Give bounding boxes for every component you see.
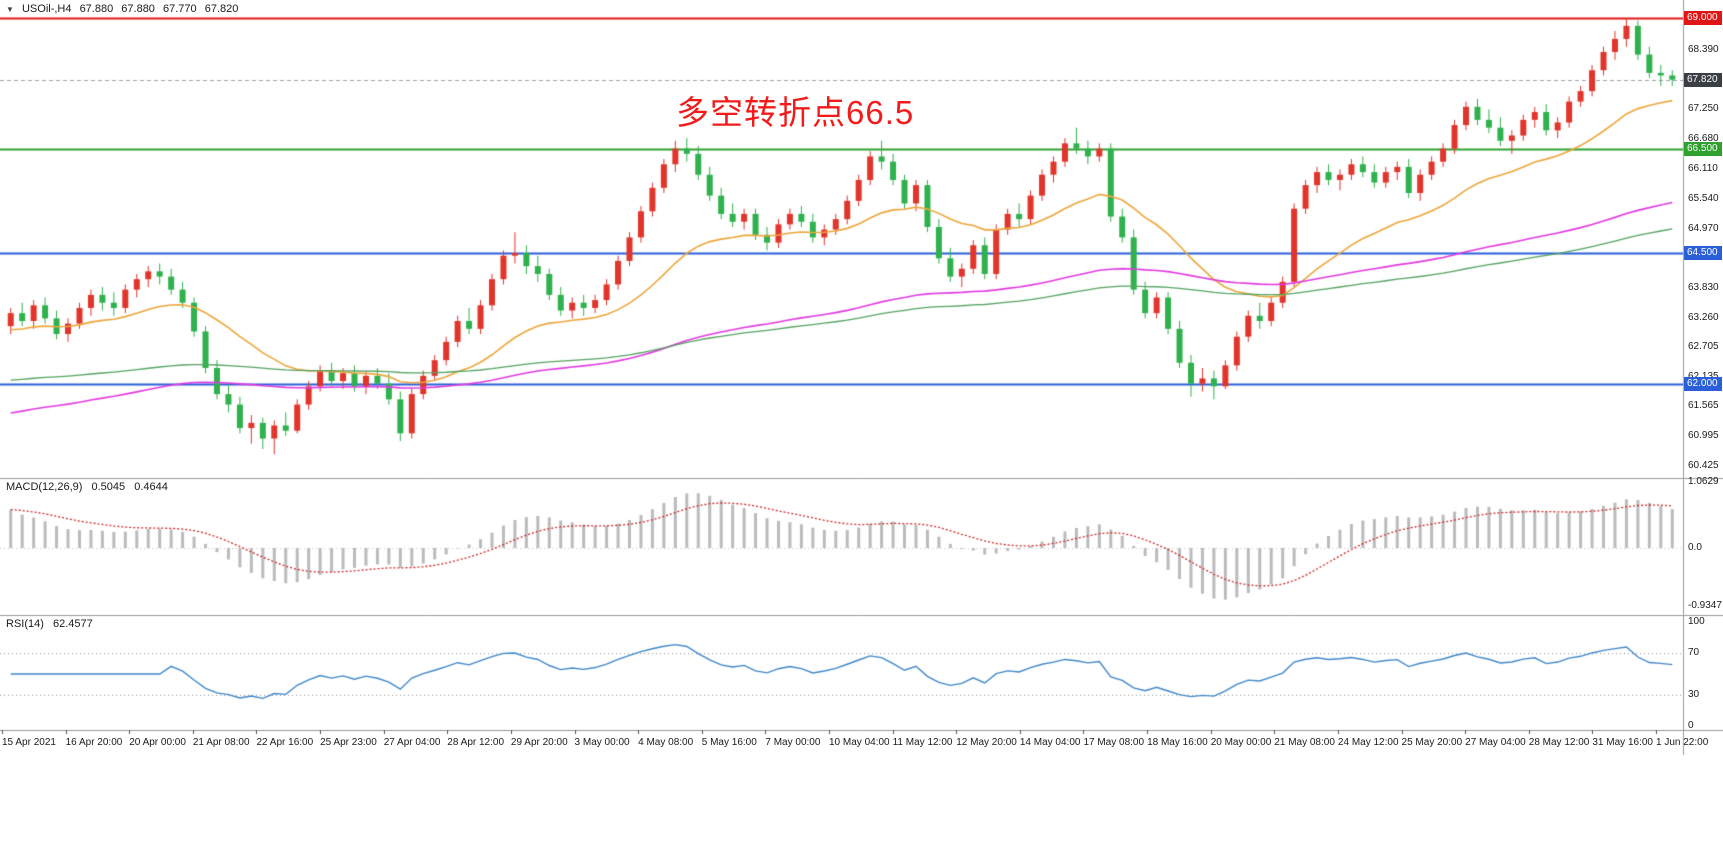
- time-axis-label: 11 May 12:00: [892, 737, 953, 748]
- time-axis-label: 5 May 16:00: [701, 737, 757, 748]
- rsi-axis-label: 0: [1688, 720, 1694, 731]
- time-axis-label: 3 May 00:00: [574, 737, 630, 748]
- time-axis-label: 25 Apr 23:00: [320, 737, 377, 748]
- rsi-value: 62.4577: [52, 618, 93, 630]
- ohlc-low: 67.770: [163, 3, 197, 15]
- time-axis-label: 14 May 04:00: [1019, 737, 1081, 748]
- time-axis-label: 16 Apr 20:00: [65, 737, 123, 748]
- time-axis-label: 28 May 12:00: [1528, 737, 1590, 748]
- time-axis-label: 17 May 08:00: [1083, 737, 1145, 748]
- time-axis-label: 1 Jun 22:00: [1656, 737, 1709, 748]
- rsi-axis-label: 30: [1688, 688, 1700, 700]
- time-axis-label: 31 May 16:00: [1592, 737, 1653, 748]
- time-axis-label: 20 May 00:00: [1210, 737, 1272, 748]
- time-axis-label: 27 Apr 04:00: [383, 737, 441, 748]
- rsi-axis-label: 70: [1688, 647, 1700, 659]
- rsi-axis-label: 100: [1688, 616, 1705, 627]
- price-axis-label: 65.540: [1688, 192, 1719, 204]
- time-axis-label: 10 May 04:00: [829, 737, 890, 748]
- price-axis-label: 68.390: [1688, 43, 1719, 55]
- time-axis-label: 21 Apr 08:00: [192, 737, 250, 748]
- time-axis-label: 4 May 08:00: [638, 737, 694, 748]
- macd-axis-label: 0.0: [1688, 542, 1702, 553]
- chart-header: ▼ USOil-,H4 67.880 67.880 67.770 67.820: [6, 3, 243, 15]
- time-axis-label: 22 Apr 16:00: [256, 737, 314, 748]
- time-axis-label: 18 May 16:00: [1147, 737, 1208, 748]
- price-tag-62.000: 62.000: [1684, 376, 1722, 391]
- ohlc-close: 67.820: [204, 3, 239, 15]
- price-axis-label: 66.680: [1688, 133, 1719, 145]
- time-axis-label: 7 May 00:00: [765, 737, 821, 748]
- price-axis-label: 63.260: [1688, 311, 1719, 323]
- price-tag-64.500: 64.500: [1684, 246, 1722, 261]
- annotation-text: 多空转折点66.5: [676, 94, 915, 131]
- time-axis-label: 24 May 12:00: [1337, 737, 1399, 748]
- time-axis-label: 28 Apr 12:00: [447, 737, 505, 748]
- price-tag-66.500: 66.500: [1684, 141, 1722, 156]
- macd-name: MACD(12,26,9): [6, 481, 83, 493]
- macd-main-value: 0.5045: [91, 481, 126, 493]
- ohlc-open: 67.880: [79, 3, 114, 15]
- price-axis-label: 66.110: [1688, 162, 1718, 174]
- price-tag-67.820: 67.820: [1684, 72, 1722, 87]
- macd-axis-label: -0.9347: [1688, 599, 1722, 611]
- time-axis-label: 21 May 08:00: [1274, 737, 1335, 748]
- price-axis-label: 60.995: [1688, 430, 1719, 442]
- time-axis-label: 20 Apr 00:00: [129, 737, 186, 748]
- macd-indicator-label: MACD(12,26,9) 0.5045 0.4644: [6, 481, 174, 493]
- time-axis-label: 29 Apr 20:00: [510, 737, 568, 748]
- symbol-timeframe-label: USOil-,H4: [21, 3, 72, 15]
- price-axis-label: 63.830: [1688, 282, 1719, 294]
- price-axis-label: 62.705: [1688, 340, 1719, 352]
- rsi-indicator-label: RSI(14) 62.4577: [6, 618, 99, 630]
- time-axis-label: 15 Apr 2021: [2, 737, 56, 748]
- collapse-triangle-icon[interactable]: ▼: [6, 5, 14, 14]
- price-axis-label: 67.250: [1688, 103, 1719, 115]
- time-axis-label: 25 May 20:00: [1401, 737, 1463, 748]
- time-axis-label: 27 May 04:00: [1465, 737, 1526, 748]
- macd-signal-value: 0.4644: [134, 481, 168, 493]
- price-axis-label: 62.135: [1688, 371, 1719, 382]
- price-axis-label: 64.970: [1688, 222, 1719, 234]
- ohlc-high: 67.880: [121, 3, 155, 15]
- price-axis-label: 60.425: [1688, 459, 1719, 471]
- macd-axis-label: 1.0629: [1688, 476, 1719, 488]
- price-tag-69.000: 69.000: [1684, 11, 1722, 25]
- time-axis-label: 12 May 20:00: [956, 737, 1017, 748]
- rsi-name: RSI(14): [6, 618, 44, 630]
- price-axis-label: 61.565: [1688, 400, 1719, 412]
